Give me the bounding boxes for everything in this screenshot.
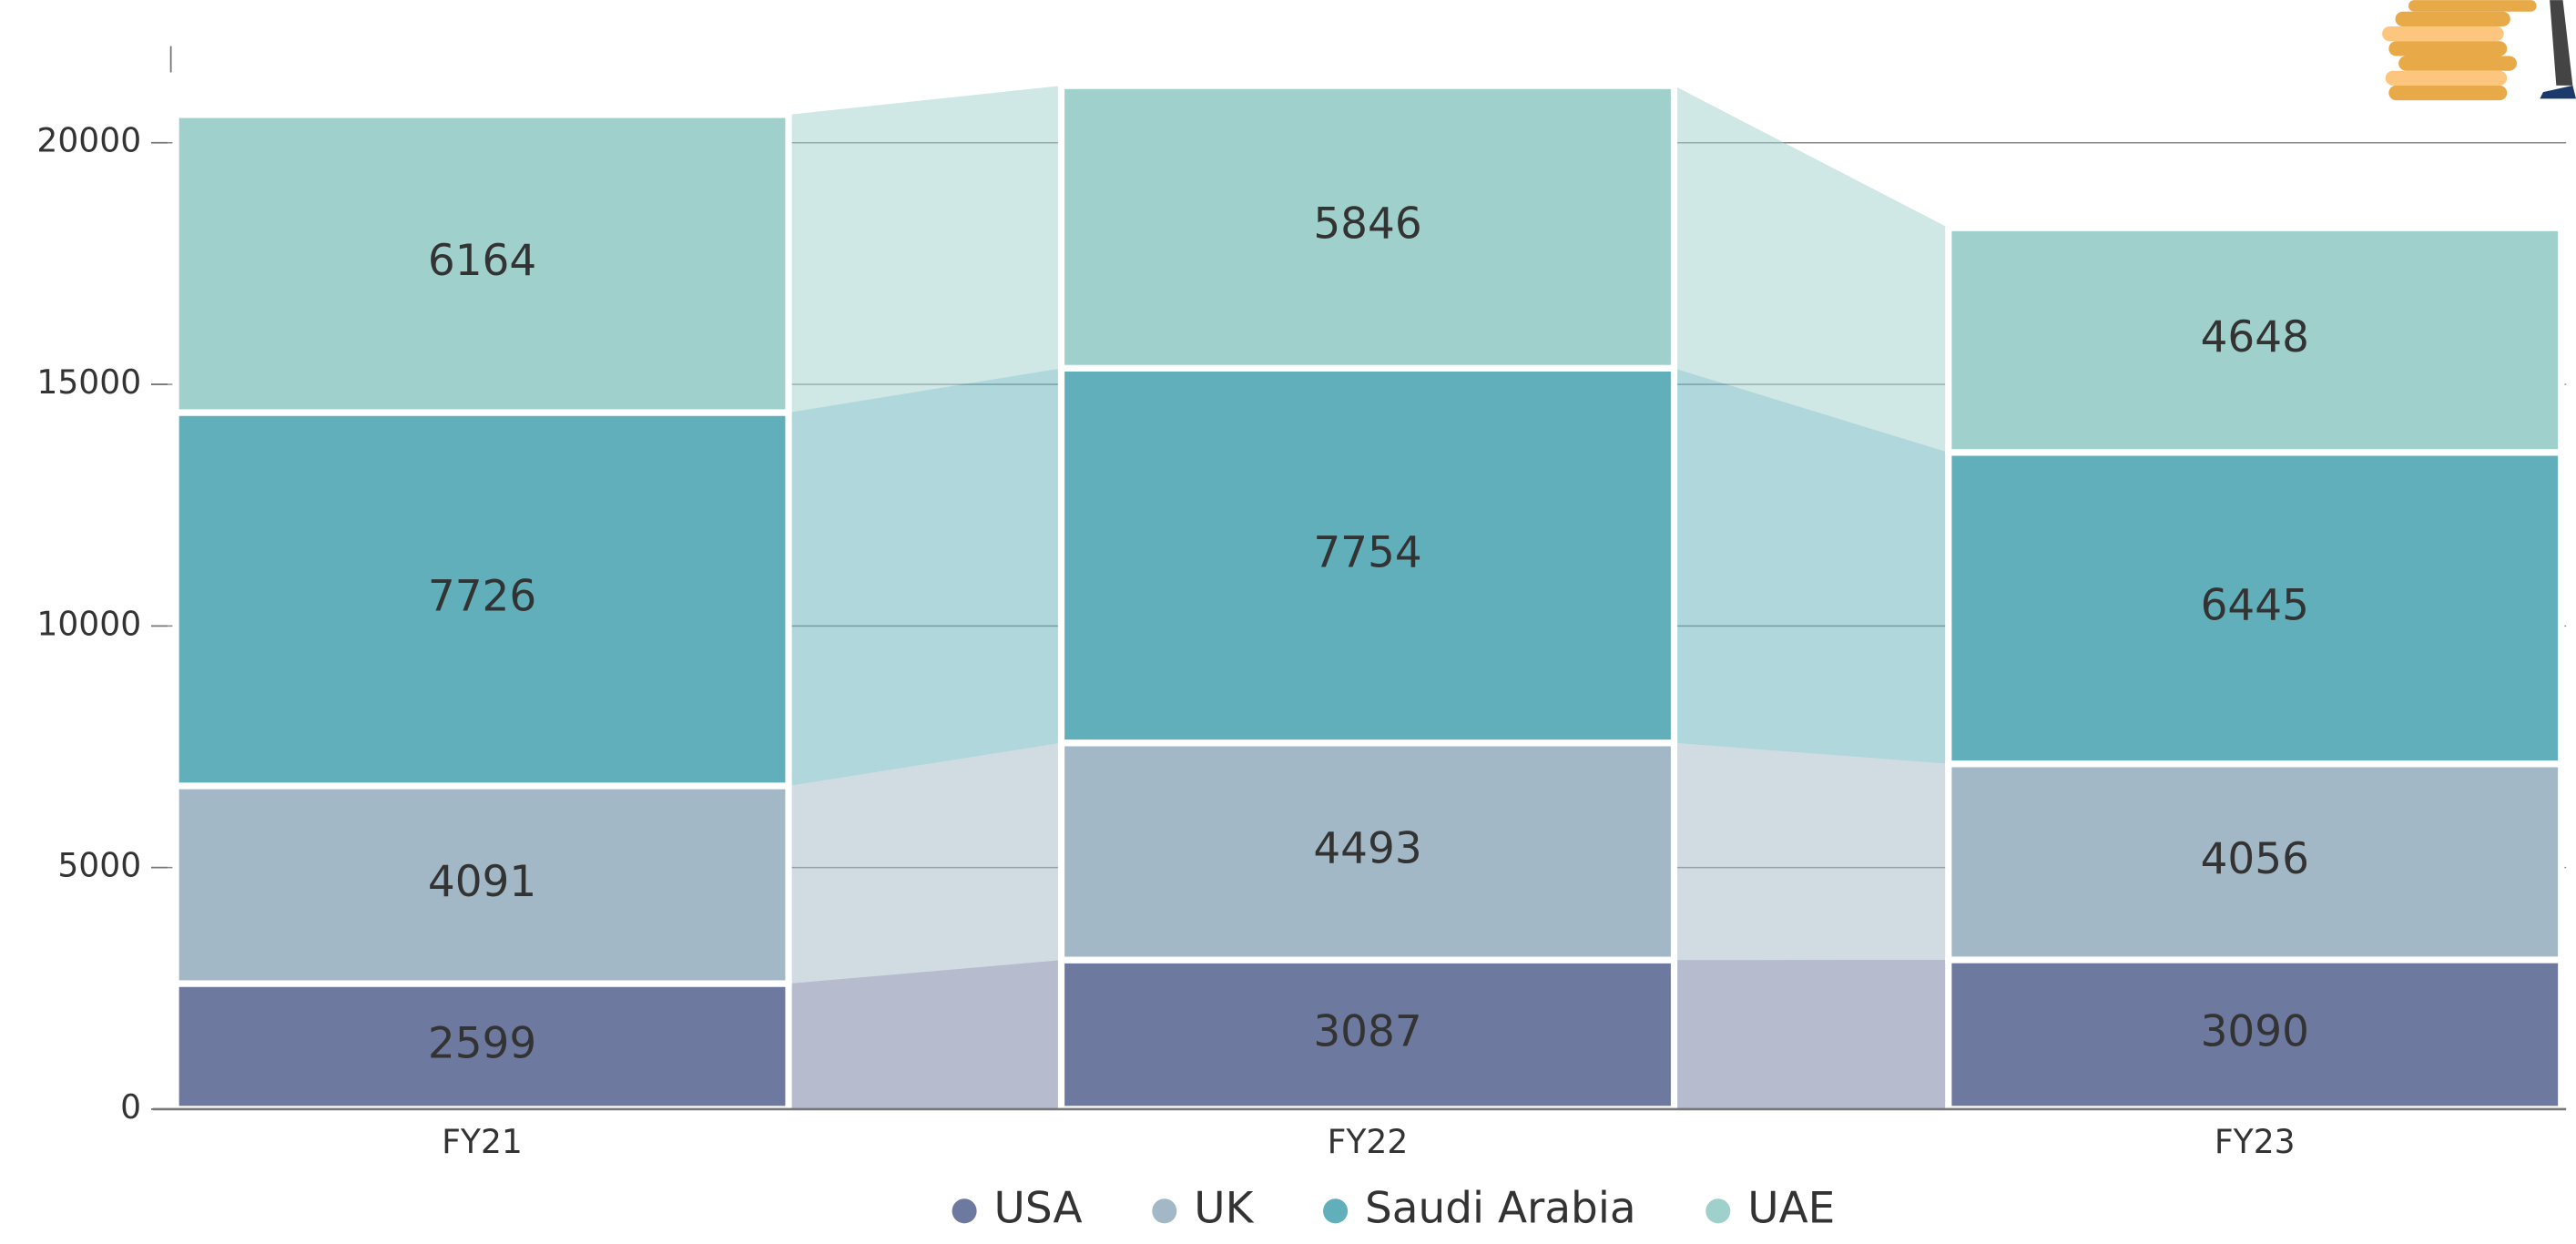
chart: 0 5000 10000 15000 20000 2599 3087 3090 4091 4493…: [0, 0, 2576, 1244]
legend-marker: [1152, 1198, 1176, 1223]
y-tick-label: 15000: [36, 363, 141, 402]
connector: [1674, 743, 1948, 960]
value-label: 7726: [428, 572, 536, 622]
decoration: [2382, 0, 2576, 100]
value-label: 4648: [2201, 312, 2309, 362]
legend-label: UK: [1194, 1183, 1254, 1233]
y-tick-label: 5000: [57, 847, 141, 885]
value-label: 6164: [428, 236, 536, 286]
x-tick-label: FY21: [442, 1123, 523, 1161]
connector: [1674, 960, 1948, 1109]
legend-marker: [952, 1198, 977, 1223]
value-label: 7754: [1313, 528, 1421, 578]
legend-marker: [1323, 1198, 1348, 1223]
legend-label: USA: [994, 1183, 1083, 1233]
value-label: 3087: [1313, 1007, 1421, 1057]
x-tick-label: FY23: [2215, 1123, 2296, 1161]
y-tick-label: 0: [120, 1088, 141, 1127]
connector: [789, 960, 1061, 1109]
value-label: 6445: [2201, 580, 2309, 630]
connector: [789, 368, 1061, 786]
legend-label: Saudi Arabia: [1365, 1183, 1636, 1233]
value-label: 4493: [1313, 823, 1421, 873]
y-tick-label: 10000: [36, 605, 141, 643]
legend: USA UK Saudi Arabia UAE: [952, 1183, 1836, 1233]
value-label: 5846: [1313, 199, 1421, 250]
x-tick-label: FY22: [1328, 1123, 1409, 1161]
value-label: 2599: [428, 1018, 536, 1068]
value-label: 3090: [2201, 1006, 2309, 1056]
value-label: 4056: [2201, 834, 2309, 884]
value-label: 4091: [428, 857, 536, 907]
connector: [789, 86, 1061, 413]
y-tick-label: 20000: [36, 122, 141, 160]
legend-marker: [1705, 1198, 1730, 1223]
legend-label: UAE: [1747, 1183, 1835, 1233]
page: 0 5000 10000 15000 20000 2599 3087 3090 4091 4493…: [0, 0, 2576, 1244]
